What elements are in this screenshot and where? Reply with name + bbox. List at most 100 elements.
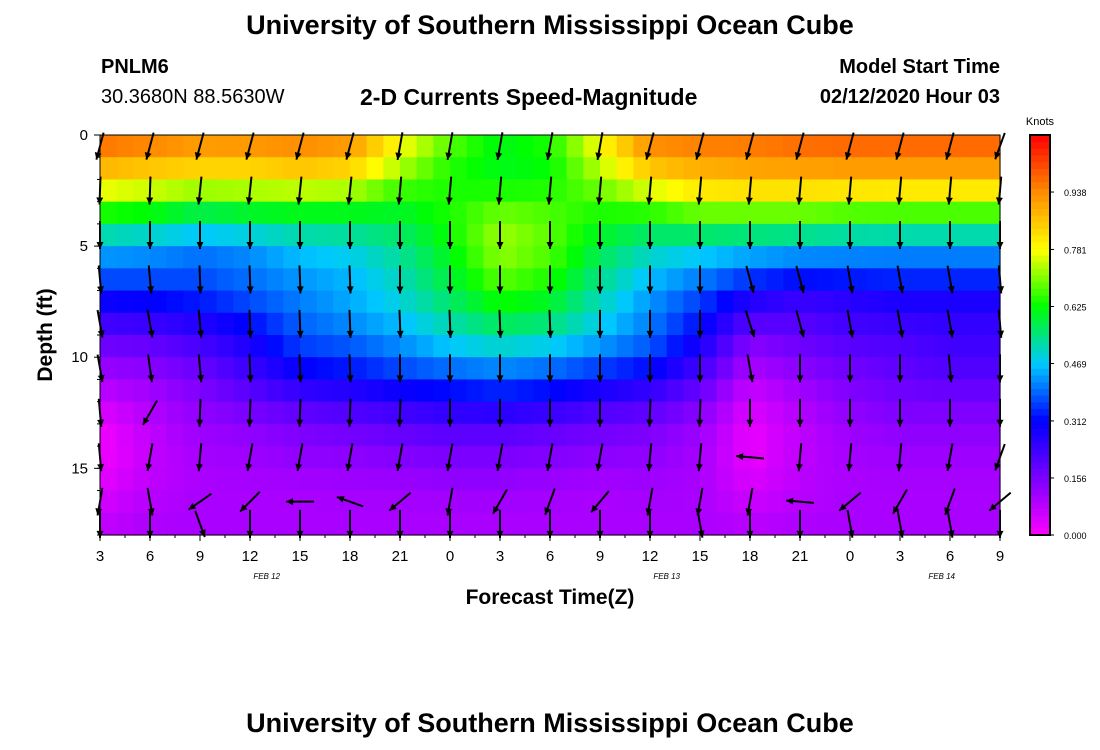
- current-vector-head: [545, 463, 553, 472]
- heatmap-cell: [200, 246, 218, 269]
- heatmap-cell: [950, 135, 968, 158]
- current-vector-head: [244, 151, 252, 160]
- current-vector-head: [199, 529, 206, 538]
- heatmap-cell: [433, 423, 451, 447]
- heatmap-cell: [533, 490, 551, 514]
- heatmap-cell: [166, 490, 184, 514]
- colorbar-segment: [1030, 395, 1050, 403]
- current-vector-head: [195, 463, 203, 472]
- heatmap-cell: [366, 468, 384, 492]
- colorbar-segment: [1030, 301, 1050, 309]
- current-vector-head: [446, 419, 454, 427]
- current-vector-head: [996, 530, 1004, 538]
- heatmap-cell: [166, 135, 184, 158]
- heatmap-cell: [366, 157, 384, 181]
- heatmap-cell: [116, 401, 134, 425]
- current-vector-head: [546, 286, 554, 294]
- heatmap-cell: [250, 268, 268, 292]
- heatmap-cell: [500, 512, 518, 536]
- heatmap-cell: [600, 423, 618, 447]
- heatmap-cell: [800, 201, 818, 225]
- y-tick-label: 0: [80, 127, 88, 144]
- heatmap-cell: [533, 157, 551, 181]
- heatmap-cell: [433, 379, 451, 403]
- heatmap-cell: [683, 201, 701, 225]
- heatmap-cell: [516, 357, 534, 381]
- heatmap-cell: [133, 312, 151, 336]
- heatmap-cell: [416, 357, 434, 381]
- heatmap-cell: [733, 423, 751, 447]
- heatmap-cell: [183, 357, 201, 381]
- x-tick-label: 18: [742, 548, 759, 565]
- colorbar-segment: [1030, 315, 1050, 323]
- current-vector-head: [896, 419, 904, 427]
- heatmap-cell: [466, 223, 484, 247]
- heatmap-cell: [566, 201, 584, 225]
- heatmap-cell: [316, 468, 334, 492]
- heatmap-cell: [350, 179, 368, 203]
- heatmap-cell: [766, 157, 784, 181]
- current-vector-head: [346, 419, 354, 427]
- heatmap-cell: [583, 512, 601, 536]
- colorbar-segment: [1030, 208, 1050, 216]
- heatmap-cell: [800, 401, 818, 425]
- page-title: University of Southern Mississippi Ocean…: [246, 10, 854, 40]
- current-vector-head: [145, 463, 153, 472]
- heatmap-cell: [583, 246, 601, 269]
- heatmap-cell: [433, 401, 451, 425]
- heatmap-cell: [716, 290, 734, 314]
- current-vector-head: [396, 330, 404, 338]
- current-vector-head: [696, 419, 704, 427]
- heatmap-cell: [666, 446, 684, 469]
- heatmap-cell: [800, 379, 818, 403]
- heatmap-cell: [100, 135, 118, 158]
- current-vector-head: [97, 374, 105, 383]
- heatmap-cell: [783, 468, 801, 492]
- heatmap-cell: [116, 246, 134, 269]
- heatmap-cell: [783, 512, 801, 536]
- colorbar-segment: [1030, 248, 1050, 256]
- heatmap-cell: [800, 423, 818, 447]
- heatmap-cell: [616, 157, 634, 181]
- current-vector-head: [897, 330, 905, 338]
- current-vector-head: [844, 151, 852, 160]
- heatmap-cell: [816, 312, 834, 336]
- colorbar-segment: [1030, 375, 1050, 383]
- heatmap-cell: [133, 335, 151, 358]
- heatmap-cell: [333, 290, 351, 314]
- current-vector-head: [94, 151, 102, 160]
- heatmap-cell: [116, 157, 134, 181]
- heatmap-cell: [233, 312, 251, 336]
- heatmap-cell: [383, 335, 401, 358]
- heatmap-cell: [150, 312, 168, 336]
- heatmap-cell: [200, 268, 218, 292]
- heatmap-cell: [600, 312, 618, 336]
- colorbar-segment: [1030, 281, 1050, 289]
- heatmap-cell: [233, 423, 251, 447]
- current-vector-head: [847, 330, 855, 338]
- heatmap-cell: [316, 135, 334, 158]
- current-vector-head: [546, 530, 554, 538]
- heatmap-cell: [600, 357, 618, 381]
- heatmap-cell: [266, 446, 284, 469]
- heatmap-cell: [666, 135, 684, 158]
- heatmap-cell: [500, 423, 518, 447]
- heatmap-cell: [316, 379, 334, 403]
- current-vector-head: [395, 152, 403, 160]
- heatmap-cell: [133, 223, 151, 247]
- heatmap-cell: [283, 512, 301, 536]
- heatmap-cell: [700, 201, 718, 225]
- heatmap-cell: [900, 423, 918, 447]
- current-vector-head: [697, 530, 705, 538]
- heatmap-cell: [650, 135, 668, 158]
- heatmap-cell: [500, 223, 518, 247]
- heatmap-cell: [183, 335, 201, 358]
- heatmap-cell: [750, 179, 768, 203]
- heatmap-cell: [716, 201, 734, 225]
- heatmap-cell: [250, 179, 268, 203]
- current-vector-head: [294, 151, 302, 160]
- heatmap-cell: [716, 312, 734, 336]
- heatmap-cell: [700, 268, 718, 292]
- heatmap-cell: [433, 335, 451, 358]
- heatmap-cell: [933, 179, 951, 203]
